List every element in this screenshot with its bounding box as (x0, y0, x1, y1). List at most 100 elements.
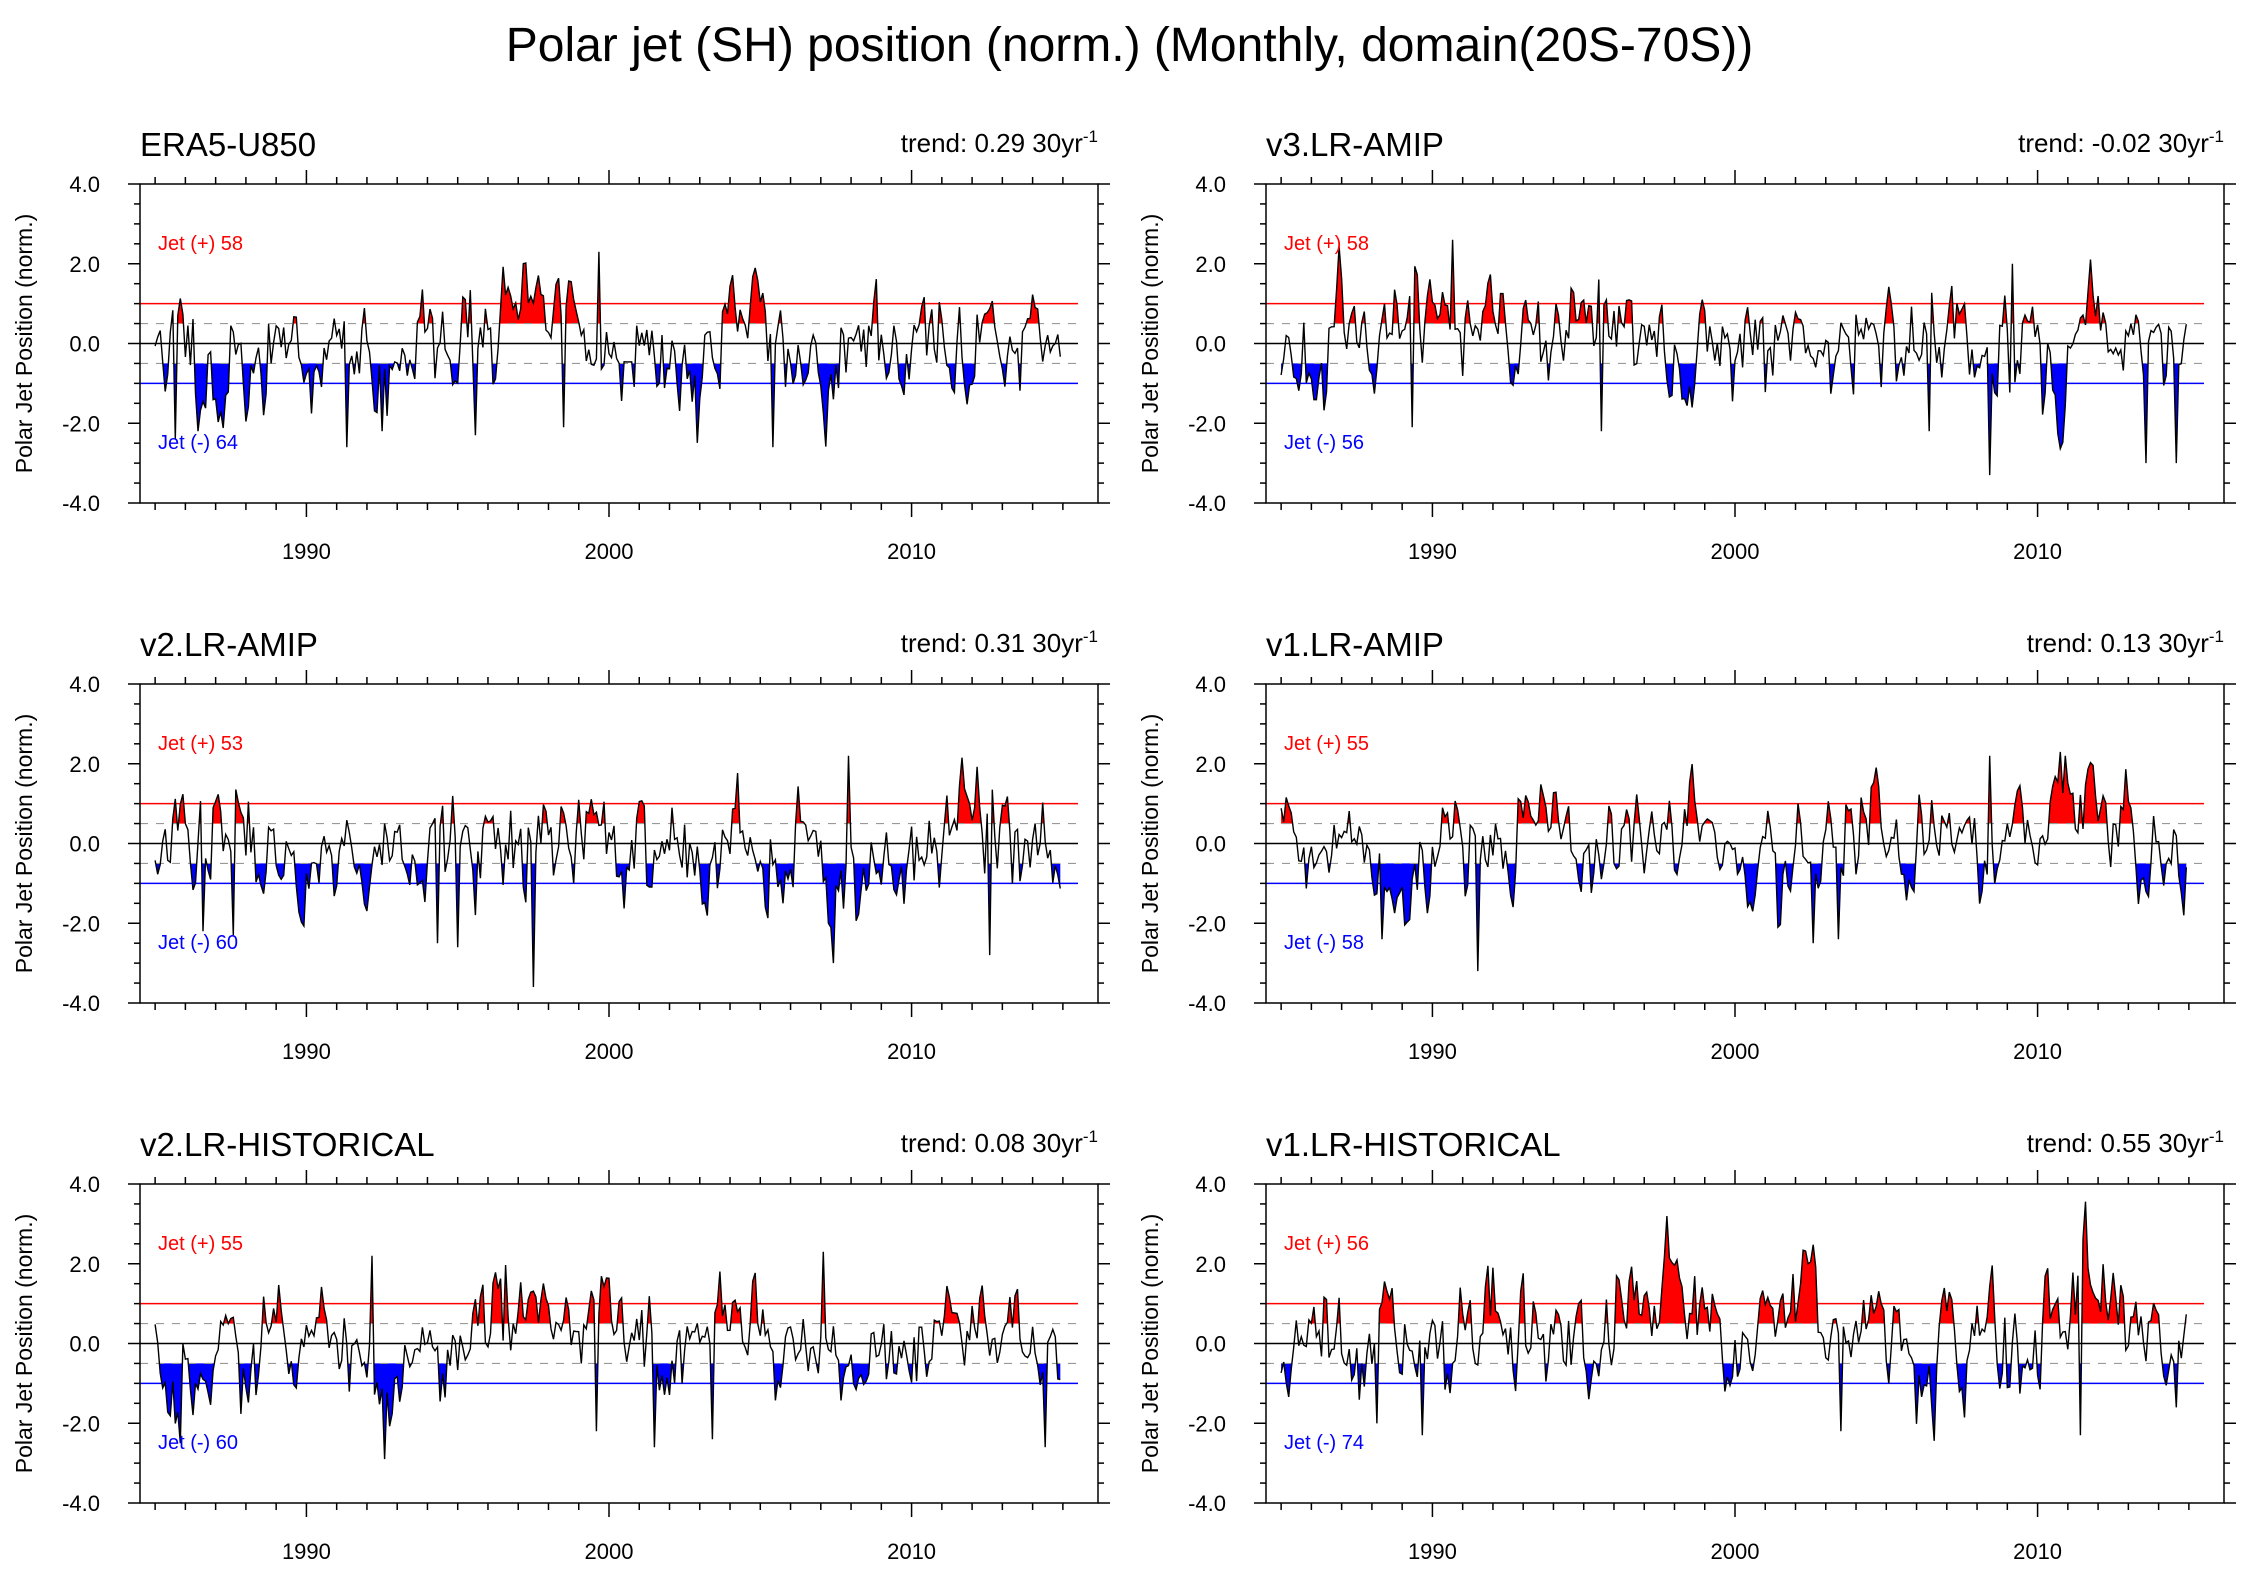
negative-anomaly-fill (1283, 1363, 1292, 1397)
positive-anomaly-fill (598, 1276, 612, 1324)
y-tick-label: -2.0 (62, 911, 100, 936)
negative-anomaly-fill (2050, 363, 2068, 449)
x-tick-label: 2010 (887, 1539, 936, 1564)
positive-anomaly-fill (1703, 818, 1713, 824)
positive-anomaly-fill (177, 298, 184, 324)
trend-label: trend: 0.08 30yr-1 (901, 1127, 1098, 1158)
y-tick-label: 2.0 (69, 1252, 100, 1277)
negative-anomaly-fill (211, 363, 230, 428)
y-tick-label: 4.0 (69, 172, 100, 197)
figure-title: Polar jet (SH) position (norm.) (Monthly… (505, 19, 1754, 72)
x-tick-label: 1990 (282, 539, 331, 564)
positive-anomaly-fill (2085, 259, 2101, 324)
jet-negative-count: Jet (-) 60 (158, 932, 238, 954)
positive-anomaly-fill (730, 1300, 742, 1324)
x-tick-label: 2010 (2013, 1539, 2062, 1564)
positive-anomaly-fill (2079, 315, 2086, 324)
x-tick-label: 2010 (2013, 539, 2062, 564)
jet-position-series (1280, 1201, 2187, 1441)
x-tick-label: 2000 (585, 1539, 634, 1564)
y-axis-label: Polar Jet Position (norm.) (11, 714, 37, 973)
y-tick-label: 2.0 (69, 252, 100, 277)
y-tick-label: 2.0 (69, 752, 100, 777)
negative-anomaly-fill (188, 1363, 215, 1416)
positive-anomaly-fill (1869, 767, 1881, 824)
positive-anomaly-fill (2081, 1201, 2119, 1324)
positive-anomaly-fill (943, 1286, 960, 1324)
jet-positive-count: Jet (+) 53 (158, 733, 243, 755)
positive-anomaly-fill (1634, 794, 1640, 824)
positive-anomaly-fill (315, 1286, 327, 1324)
jet-positive-count: Jet (+) 56 (1284, 1233, 1369, 1255)
x-tick-label: 2010 (887, 539, 936, 564)
positive-anomaly-fill (1481, 274, 1496, 324)
negative-anomaly-fill (1423, 863, 1432, 914)
panel-title: v2.LR-HISTORICAL (140, 1126, 435, 1163)
negative-anomaly-fill (817, 363, 840, 447)
negative-anomaly-fill (162, 363, 169, 392)
negative-anomaly-fill (300, 363, 324, 414)
y-tick-label: -4.0 (1188, 491, 1226, 516)
y-tick-label: -4.0 (62, 1491, 100, 1516)
jet-negative-count: Jet (-) 60 (158, 1432, 238, 1454)
jet-position-series (154, 251, 1061, 448)
jet-positive-count: Jet (+) 55 (1284, 733, 1369, 755)
x-tick-label: 2010 (2013, 1039, 2062, 1064)
y-tick-label: 2.0 (1195, 1252, 1226, 1277)
x-tick-label: 2000 (585, 539, 634, 564)
x-tick-label: 2010 (887, 1039, 936, 1064)
y-tick-label: 0.0 (1195, 832, 1226, 857)
panel-title: v3.LR-AMIP (1266, 126, 1444, 163)
y-tick-label: 4.0 (1195, 172, 1226, 197)
y-tick-label: -4.0 (62, 991, 100, 1016)
y-axis-label: Polar Jet Position (norm.) (1137, 214, 1163, 473)
positive-anomaly-fill (472, 1299, 478, 1324)
positive-anomaly-fill (1006, 1297, 1013, 1324)
panel-4: v1.LR-AMIP trend: 0.13 30yr-1 -4.0 -2.0 0.0 2… (1137, 626, 2236, 1064)
y-axis-label: Polar Jet Position (norm.) (11, 1214, 37, 1473)
trend-label: trend: 0.13 30yr-1 (2027, 627, 2224, 658)
y-tick-label: 0.0 (69, 332, 100, 357)
positive-anomaly-fill (1626, 1266, 1651, 1324)
negative-anomaly-fill (1678, 363, 1697, 408)
y-tick-label: 4.0 (1195, 672, 1226, 697)
positive-anomaly-fill (1379, 1281, 1395, 1324)
y-tick-label: 4.0 (69, 672, 100, 697)
y-axis-label: Polar Jet Position (norm.) (11, 214, 37, 473)
positive-anomaly-fill (212, 794, 222, 824)
y-tick-label: 2.0 (1195, 752, 1226, 777)
positive-anomaly-fill (565, 281, 579, 324)
jet-position-series (1280, 751, 2187, 972)
jet-positive-count: Jet (+) 58 (1284, 233, 1369, 255)
trend-label: trend: 0.55 30yr-1 (2027, 1127, 2224, 1158)
positive-anomaly-fill (1687, 764, 1698, 824)
y-tick-label: -2.0 (1188, 1411, 1226, 1436)
positive-anomaly-fill (750, 1272, 758, 1324)
negative-anomaly-fill (775, 863, 794, 904)
y-tick-label: -2.0 (62, 411, 100, 436)
panel-title: ERA5-U850 (140, 126, 316, 163)
jet-negative-count: Jet (-) 58 (1284, 932, 1364, 954)
y-tick-label: 4.0 (1195, 1172, 1226, 1197)
jet-positive-count: Jet (+) 55 (158, 1233, 243, 1255)
x-tick-label: 1990 (282, 1539, 331, 1564)
negative-anomaly-fill (1051, 863, 1061, 889)
negative-anomaly-fill (1997, 1363, 2003, 1389)
positive-anomaly-fill (1884, 286, 1894, 324)
positive-anomaly-fill (1026, 294, 1039, 324)
jet-position-series (154, 1251, 1061, 1460)
y-tick-label: -2.0 (1188, 411, 1226, 436)
positive-anomaly-fill (2118, 1285, 2125, 1324)
x-tick-label: 1990 (1408, 1539, 1457, 1564)
y-tick-label: 0.0 (1195, 332, 1226, 357)
positive-anomaly-fill (1281, 797, 1293, 824)
negative-anomaly-fill (761, 863, 770, 919)
negative-anomaly-fill (255, 863, 267, 894)
y-tick-label: -2.0 (1188, 911, 1226, 936)
y-axis-label: Polar Jet Position (norm.) (1137, 714, 1163, 973)
jet-positive-count: Jet (+) 58 (158, 233, 243, 255)
positive-anomaly-fill (1413, 266, 1420, 324)
y-tick-label: 0.0 (1195, 1332, 1226, 1357)
trend-label: trend: 0.29 30yr-1 (901, 127, 1098, 158)
